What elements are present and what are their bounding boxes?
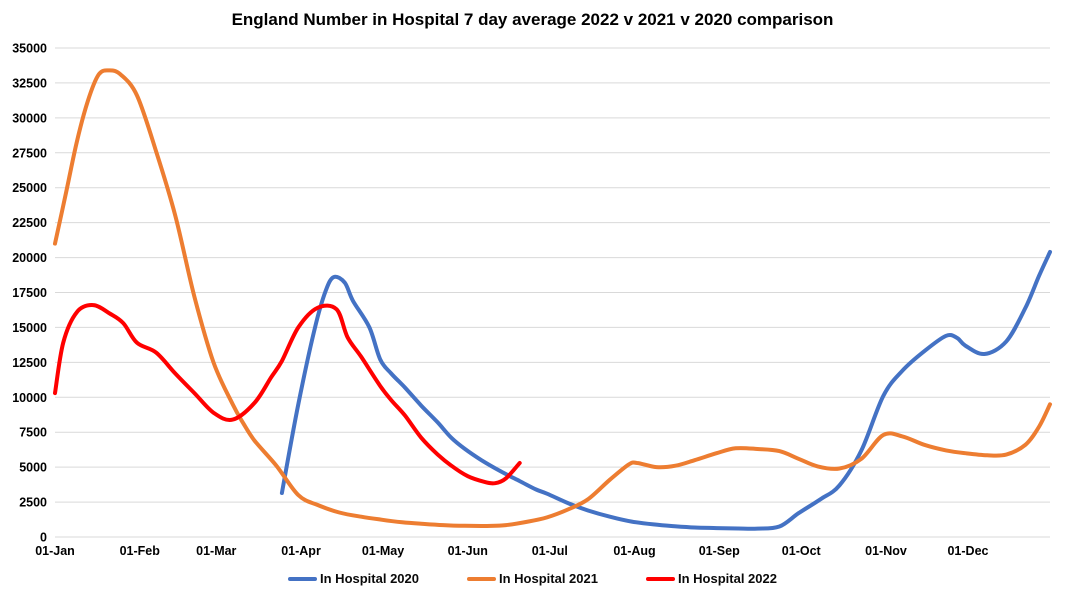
y-tick-label: 32500: [12, 76, 47, 90]
y-tick-label: 17500: [12, 286, 47, 300]
legend-swatch-2021-icon: [467, 576, 496, 581]
series-line-in-hospital-2022: [53, 303, 522, 486]
chart-title: England Number in Hospital 7 day average…: [231, 10, 834, 29]
legend-item-2022[interactable]: In Hospital 2022: [645, 570, 777, 587]
legend-item-2020[interactable]: In Hospital 2020: [288, 570, 419, 587]
y-tick-label: 20000: [12, 251, 47, 265]
legend-swatch-2020-icon: [288, 576, 318, 581]
y-tick-label: 25000: [12, 181, 47, 195]
y-tick-label: 7500: [19, 426, 47, 440]
x-tick-label: 01-Jan: [35, 544, 75, 558]
x-tick-label: 01-May: [362, 544, 404, 558]
legend-label-2022: In Hospital 2022: [677, 571, 777, 586]
y-tick-label: 22500: [12, 216, 47, 230]
y-tick-label: 10000: [12, 391, 47, 405]
series-line-in-hospital-2020: [279, 250, 1052, 531]
y-tick-label: 30000: [12, 111, 47, 125]
x-tick-label: 01-Mar: [196, 544, 236, 558]
x-tick-label: 01-Aug: [613, 544, 655, 558]
series-line-in-hospital-2021: [53, 68, 1052, 529]
x-tick-label: 01-Jul: [532, 544, 568, 558]
y-tick-label: 2500: [19, 496, 47, 510]
y-tick-label: 35000: [12, 42, 47, 56]
y-tick-label: 5000: [19, 461, 47, 475]
legend-label-2020: In Hospital 2020: [320, 571, 419, 586]
x-tick-label: 01-Sep: [699, 544, 740, 558]
y-tick-label: 0: [40, 531, 47, 545]
legend-swatch-2022-icon: [645, 576, 675, 581]
x-tick-label: 01-Jun: [448, 544, 488, 558]
chart-legend: In Hospital 2020 In Hospital 2021 In Hos…: [0, 570, 1065, 587]
y-tick-label: 15000: [12, 321, 47, 335]
x-tick-label: 01-Dec: [947, 544, 988, 558]
x-tick-label: 01-Nov: [865, 544, 907, 558]
legend-label-2021: In Hospital 2021: [499, 571, 598, 586]
x-tick-label: 01-Apr: [281, 544, 321, 558]
legend-item-2021[interactable]: In Hospital 2021: [467, 570, 598, 587]
x-tick-label: 01-Oct: [782, 544, 822, 558]
x-tick-label: 01-Feb: [120, 544, 161, 558]
y-tick-label: 12500: [12, 356, 47, 370]
y-tick-label: 27500: [12, 146, 47, 160]
